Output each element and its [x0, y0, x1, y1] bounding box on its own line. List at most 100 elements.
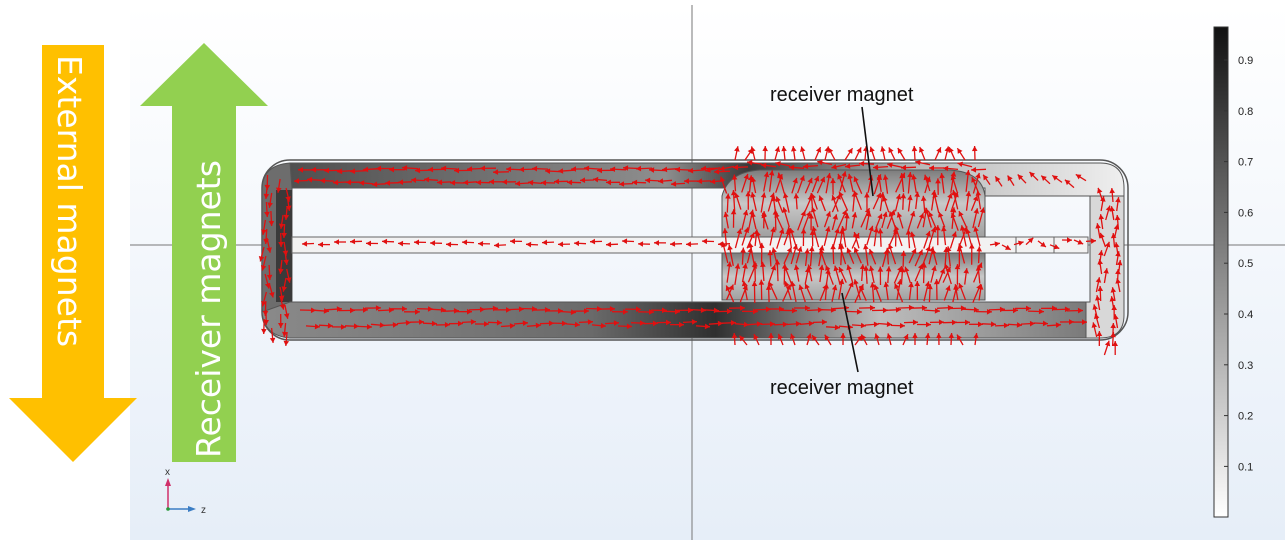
- field-arrowhead-icon: [376, 165, 381, 172]
- field-arrowhead-icon: [978, 321, 983, 328]
- field-arrowhead-icon: [740, 247, 746, 253]
- field-arrowhead-icon: [755, 230, 761, 237]
- field-arrowhead-icon: [739, 305, 745, 311]
- field-arrowhead-icon: [366, 324, 372, 330]
- field-arrowhead-icon: [542, 239, 548, 246]
- field-arrowhead-icon: [973, 333, 979, 339]
- field-arrowhead-icon: [833, 265, 839, 272]
- field-arrowhead-icon: [820, 176, 826, 183]
- field-arrowhead-icon: [959, 225, 966, 231]
- field-arrowhead-icon: [909, 231, 916, 238]
- field-arrowhead-icon: [932, 192, 938, 199]
- field-arrowhead-icon: [593, 176, 599, 183]
- field-arrowhead-icon: [701, 165, 707, 172]
- field-arrowhead-icon: [458, 320, 463, 327]
- field-arrowhead-icon: [973, 226, 979, 232]
- field-arrowhead-icon: [276, 187, 282, 193]
- colorbar-tick-label: 0.1: [1238, 461, 1253, 473]
- field-arrowhead-icon: [263, 193, 270, 199]
- field-arrowhead-icon: [415, 167, 421, 174]
- field-arrowhead-icon: [363, 307, 368, 313]
- field-arrowhead-icon: [726, 261, 733, 267]
- field-arrowhead-icon: [951, 319, 957, 326]
- field-arrowhead-icon: [897, 148, 903, 154]
- field-arrowhead-icon: [805, 211, 812, 217]
- field-arrowhead-icon: [723, 211, 729, 218]
- field-arrowhead-icon: [584, 165, 590, 172]
- field-arrowhead-icon: [869, 305, 875, 311]
- field-arrowhead-icon: [623, 309, 628, 315]
- field-arrowhead-icon: [908, 282, 914, 288]
- field-arrowhead-icon: [800, 228, 807, 234]
- field-arrowhead-icon: [786, 247, 792, 253]
- field-arrowhead-icon: [558, 241, 564, 248]
- field-arrowhead-icon: [705, 167, 711, 173]
- field-arrowhead-icon: [971, 177, 977, 183]
- field-arrowhead-icon: [905, 229, 912, 235]
- field-arrowhead-icon: [584, 308, 589, 314]
- field-arrowhead-icon: [941, 226, 947, 232]
- field-arrowhead-icon: [742, 210, 749, 216]
- field-arrowhead-icon: [762, 146, 768, 152]
- field-arrowhead-icon: [859, 286, 865, 292]
- field-arrowhead-icon: [431, 320, 437, 327]
- field-arrowhead-icon: [1067, 237, 1072, 243]
- field-arrowhead-icon: [918, 213, 925, 219]
- field-arrowhead-icon: [462, 239, 468, 246]
- field-arrowhead-icon: [873, 227, 879, 233]
- field-arrowhead-icon: [731, 174, 738, 180]
- field-arrowhead-icon: [531, 306, 537, 312]
- annotation-bottom-leader: [841, 292, 859, 373]
- field-arrowhead-icon: [975, 190, 982, 196]
- field-arrowhead-icon: [281, 286, 287, 292]
- field-arrowhead-icon: [793, 264, 800, 271]
- field-arrowhead-icon: [1005, 244, 1011, 250]
- field-arrowhead-icon: [424, 176, 430, 183]
- field-arrowhead-icon: [921, 305, 927, 311]
- field-arrowhead-icon: [792, 177, 798, 184]
- colorbar-tick-label: 0.2: [1238, 411, 1253, 423]
- field-arrowhead-icon: [1075, 174, 1082, 180]
- field-arrowhead-icon: [626, 323, 632, 330]
- field-arrowhead-icon: [888, 147, 894, 154]
- field-arrowhead-icon: [815, 147, 822, 153]
- colorbar-tick-label: 0.6: [1238, 207, 1253, 219]
- field-arrowhead-icon: [645, 177, 651, 184]
- field-arrowhead-icon: [915, 159, 921, 166]
- field-arrowhead-icon: [658, 178, 664, 184]
- field-arrowhead-icon: [868, 265, 875, 272]
- field-arrowhead-icon: [353, 323, 359, 329]
- field-arrowhead-icon: [691, 319, 697, 325]
- field-arrowhead-icon: [782, 321, 788, 328]
- field-arrowhead-icon: [1098, 214, 1105, 220]
- field-arrowhead-icon: [411, 177, 417, 183]
- field-arrowhead-icon: [749, 232, 755, 239]
- field-arrowhead-icon: [467, 308, 472, 315]
- field-arrowhead-icon: [800, 146, 806, 152]
- field-arrowhead-icon: [1099, 232, 1105, 239]
- field-arrowhead-icon: [869, 282, 876, 288]
- field-arrowhead-icon: [1111, 305, 1117, 310]
- field-arrowhead-icon: [772, 209, 779, 215]
- colorbar-tick-label: 0.3: [1238, 360, 1253, 372]
- field-arrowhead-icon: [807, 177, 813, 184]
- field-arrowhead-icon: [515, 180, 521, 187]
- field-arrowhead-icon: [890, 209, 896, 216]
- field-arrowhead-icon: [278, 323, 284, 328]
- field-arrowhead-icon: [965, 170, 971, 176]
- field-arrowhead-icon: [1064, 179, 1071, 186]
- field-arrowhead-icon: [496, 319, 502, 326]
- field-arrowhead-icon: [914, 281, 921, 286]
- field-arrowhead-icon: [924, 333, 931, 339]
- field-arrowhead-icon: [632, 179, 638, 186]
- field-arrowhead-icon: [921, 262, 927, 268]
- field-arrowhead-icon: [936, 333, 942, 339]
- field-arrowhead-icon: [730, 320, 736, 326]
- field-arrowhead-icon: [1052, 305, 1057, 312]
- field-arrowhead-icon: [853, 232, 859, 238]
- field-arrowhead-icon: [261, 328, 267, 334]
- field-arrowhead-icon: [774, 259, 781, 265]
- field-arrowhead-icon: [750, 212, 756, 218]
- field-arrowhead-icon: [896, 212, 903, 218]
